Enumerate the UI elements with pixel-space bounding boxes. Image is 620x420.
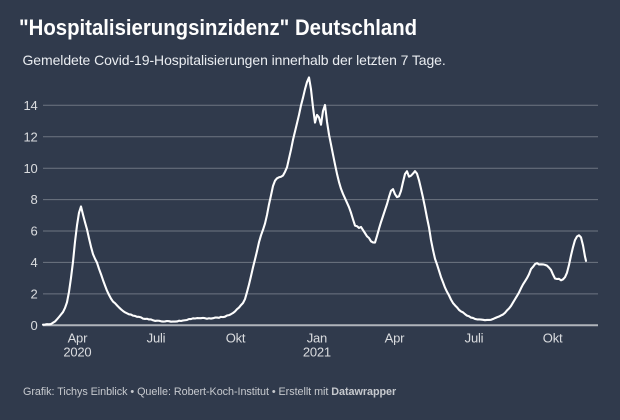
svg-text:4: 4 <box>30 255 37 270</box>
svg-text:0: 0 <box>30 318 37 333</box>
svg-text:Okt: Okt <box>226 331 246 346</box>
svg-text:Apr: Apr <box>68 331 89 346</box>
svg-text:Jan: Jan <box>307 331 327 346</box>
svg-text:14: 14 <box>23 98 37 113</box>
svg-text:Juli: Juli <box>465 331 484 346</box>
svg-text:2020: 2020 <box>63 345 91 360</box>
svg-text:10: 10 <box>23 161 37 176</box>
svg-text:12: 12 <box>23 129 37 144</box>
svg-text:8: 8 <box>30 192 37 207</box>
svg-text:Juli: Juli <box>147 331 166 346</box>
svg-text:6: 6 <box>30 224 37 239</box>
svg-text:2: 2 <box>30 287 37 302</box>
svg-text:Okt: Okt <box>543 331 563 346</box>
svg-text:2021: 2021 <box>303 345 331 360</box>
svg-text:Apr: Apr <box>385 331 406 346</box>
